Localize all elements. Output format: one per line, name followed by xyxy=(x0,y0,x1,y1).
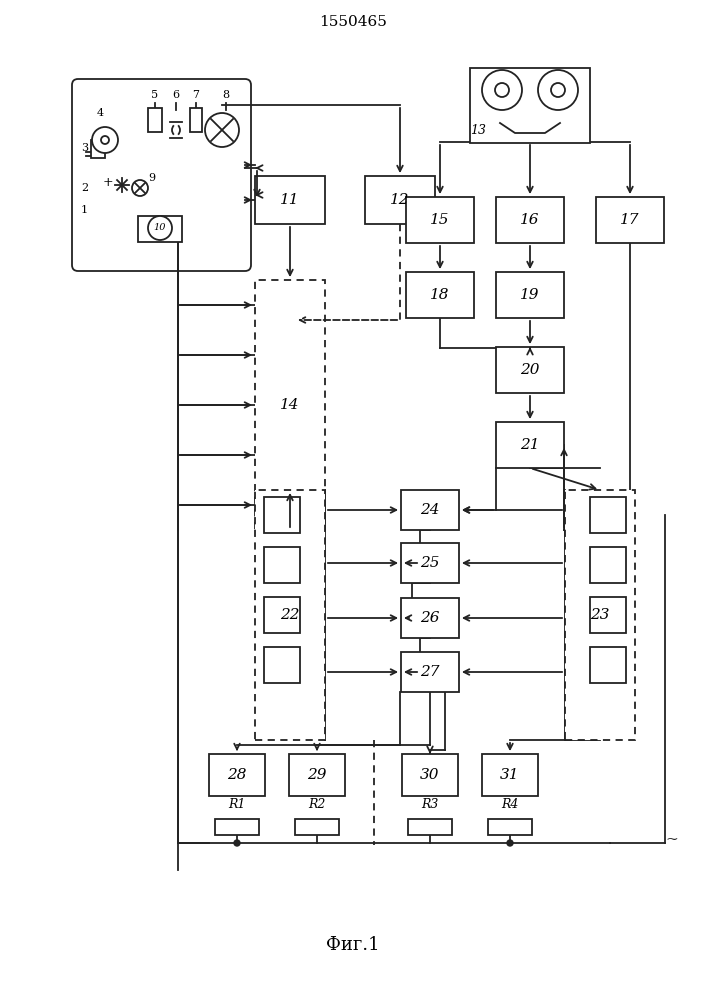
Bar xyxy=(496,422,564,468)
Text: 4: 4 xyxy=(96,108,103,118)
Bar xyxy=(565,490,635,740)
Text: 7: 7 xyxy=(192,90,199,100)
Bar xyxy=(590,647,626,683)
Text: 3: 3 xyxy=(81,143,88,153)
Bar xyxy=(496,272,564,318)
Bar xyxy=(209,754,265,796)
Text: 25: 25 xyxy=(420,556,440,570)
Text: 6: 6 xyxy=(173,90,180,100)
Circle shape xyxy=(132,180,148,196)
Text: 13: 13 xyxy=(470,123,486,136)
Bar xyxy=(148,108,162,132)
Bar xyxy=(264,647,300,683)
Circle shape xyxy=(495,83,509,97)
Bar xyxy=(255,490,325,740)
Text: R1: R1 xyxy=(228,798,246,810)
Bar xyxy=(402,754,458,796)
Bar xyxy=(215,819,259,835)
Text: 18: 18 xyxy=(431,288,450,302)
Text: R2: R2 xyxy=(308,798,326,810)
Bar xyxy=(496,197,564,243)
Circle shape xyxy=(92,127,118,153)
Bar xyxy=(190,108,202,132)
Text: 21: 21 xyxy=(520,438,539,452)
Text: 15: 15 xyxy=(431,213,450,227)
Bar xyxy=(295,819,339,835)
Text: 1550465: 1550465 xyxy=(319,15,387,29)
Text: 17: 17 xyxy=(620,213,640,227)
Circle shape xyxy=(538,70,578,110)
Text: 16: 16 xyxy=(520,213,539,227)
Bar xyxy=(91,140,105,158)
Bar xyxy=(496,347,564,393)
Text: 24: 24 xyxy=(420,503,440,517)
Text: 10: 10 xyxy=(153,224,166,232)
Circle shape xyxy=(101,136,109,144)
Bar xyxy=(255,176,325,224)
FancyBboxPatch shape xyxy=(72,79,251,271)
Text: 11: 11 xyxy=(280,193,300,207)
Text: Фиг.1: Фиг.1 xyxy=(326,936,380,954)
Text: 30: 30 xyxy=(420,768,440,782)
Bar xyxy=(590,497,626,533)
Bar xyxy=(596,197,664,243)
Text: +: + xyxy=(103,176,113,190)
Bar xyxy=(264,547,300,583)
Circle shape xyxy=(507,840,513,846)
Text: ~: ~ xyxy=(665,833,679,847)
Text: 14: 14 xyxy=(280,398,300,412)
Circle shape xyxy=(205,113,239,147)
Circle shape xyxy=(148,216,172,240)
Bar xyxy=(408,819,452,835)
Bar xyxy=(406,272,474,318)
Text: 20: 20 xyxy=(520,363,539,377)
Bar xyxy=(482,754,538,796)
Bar xyxy=(470,68,590,142)
Bar xyxy=(289,754,345,796)
Text: 27: 27 xyxy=(420,665,440,679)
Text: 5: 5 xyxy=(151,90,158,100)
Text: 23: 23 xyxy=(590,608,609,622)
Text: 29: 29 xyxy=(308,768,327,782)
Text: 12: 12 xyxy=(390,193,410,207)
Bar xyxy=(264,497,300,533)
Text: R4: R4 xyxy=(501,798,519,810)
Circle shape xyxy=(551,83,565,97)
Bar xyxy=(138,216,182,242)
Bar xyxy=(590,547,626,583)
Bar xyxy=(401,598,459,638)
Circle shape xyxy=(234,840,240,846)
Text: 22: 22 xyxy=(280,608,300,622)
Bar xyxy=(401,543,459,583)
Bar xyxy=(406,197,474,243)
Text: 19: 19 xyxy=(520,288,539,302)
Bar xyxy=(401,652,459,692)
Circle shape xyxy=(482,70,522,110)
Text: R3: R3 xyxy=(421,798,438,810)
Bar xyxy=(590,597,626,633)
Bar xyxy=(365,176,435,224)
Bar xyxy=(264,597,300,633)
Text: 2: 2 xyxy=(81,183,88,193)
Bar xyxy=(401,490,459,530)
Text: 28: 28 xyxy=(227,768,247,782)
Text: 8: 8 xyxy=(223,90,230,100)
Text: 26: 26 xyxy=(420,611,440,625)
Text: 31: 31 xyxy=(501,768,520,782)
Bar xyxy=(255,280,325,530)
Text: 9: 9 xyxy=(148,173,155,183)
Text: 1: 1 xyxy=(81,205,88,215)
Bar xyxy=(488,819,532,835)
